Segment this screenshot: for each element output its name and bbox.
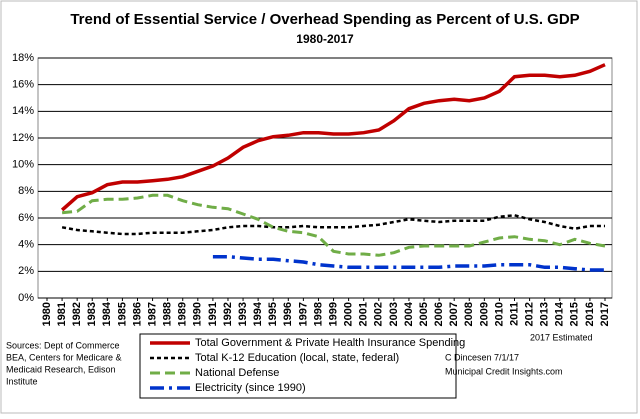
y-tick-label: 16% — [12, 79, 34, 91]
x-tick-label: 2013 — [539, 302, 551, 326]
chart-title: Trend of Essential Service / Overhead Sp… — [70, 11, 579, 28]
series-line — [212, 254, 605, 272]
x-tick-label: 1983 — [86, 302, 98, 326]
legend-label: Total Government & Private Health Insura… — [195, 337, 465, 349]
source-line: Medicaid Research, Edison — [6, 364, 116, 374]
x-tick-label: 2017 — [599, 302, 611, 326]
x-tick-label: 1987 — [146, 302, 158, 326]
x-tick-label: 1989 — [177, 302, 189, 326]
x-tick-label: 2006 — [433, 302, 445, 326]
x-tick-label: 1998 — [312, 302, 324, 326]
x-tick-label: 2015 — [569, 302, 581, 326]
x-tick-label: 2008 — [463, 302, 475, 326]
x-tick-label: 1991 — [207, 302, 219, 326]
legend-label: Total K-12 Education (local, state, fede… — [195, 352, 399, 364]
y-tick-label: 12% — [12, 132, 34, 144]
x-tick-label: 1999 — [327, 302, 339, 326]
x-tick-label: 1995 — [267, 302, 279, 326]
source-line: Sources: Dept of Commerce — [6, 340, 120, 350]
y-tick-label: 8% — [18, 185, 34, 197]
x-tick-label: 1981 — [56, 302, 68, 326]
x-tick-label: 1985 — [116, 302, 128, 326]
x-tick-label: 1988 — [162, 302, 174, 326]
y-tick-label: 6% — [18, 212, 34, 224]
x-tick-label: 1980 — [41, 302, 53, 326]
x-tick-label: 1982 — [71, 302, 83, 326]
x-tick-label: 1986 — [131, 302, 143, 326]
x-tick-label: 1992 — [222, 302, 234, 326]
x-tick-label: 2001 — [358, 302, 370, 326]
x-tick-label: 2012 — [524, 302, 536, 326]
legend-box — [139, 333, 457, 399]
x-tick-label: 1993 — [237, 302, 249, 326]
x-tick-label: 1996 — [282, 302, 294, 326]
series-line — [61, 193, 606, 257]
credit: C Dincesen 7/1/17 — [445, 352, 519, 362]
series-line — [60, 63, 606, 212]
note: 2017 Estimated — [530, 332, 593, 342]
x-tick-label: 2002 — [373, 302, 385, 326]
legend-label: Electricity (since 1990) — [195, 382, 306, 394]
source-line: Institute — [6, 376, 38, 386]
x-tick-label: 2005 — [418, 302, 430, 326]
y-tick-label: 2% — [18, 265, 34, 277]
x-tick-label: 1984 — [101, 301, 113, 326]
y-tick-label: 4% — [18, 239, 34, 251]
x-tick-label: 2010 — [493, 302, 505, 326]
x-tick-label: 2016 — [584, 302, 596, 326]
x-tick-label: 2014 — [554, 301, 566, 326]
x-tick-label: 2004 — [403, 301, 415, 326]
x-tick-label: 2007 — [448, 302, 460, 326]
x-tick-label: 1990 — [192, 302, 204, 326]
x-tick-label: 1994 — [252, 301, 264, 326]
x-tick-label: 2009 — [478, 302, 490, 326]
plot-area — [37, 57, 613, 299]
y-tick-label: 0% — [18, 292, 34, 304]
x-tick-label: 2011 — [508, 302, 520, 326]
legend-label: National Defense — [195, 367, 279, 379]
y-tick-label: 14% — [12, 105, 34, 117]
credit: Municipal Credit Insights.com — [445, 366, 563, 376]
x-tick-label: 2003 — [388, 302, 400, 326]
x-tick-label: 1997 — [297, 302, 309, 326]
y-tick-label: 18% — [12, 52, 34, 64]
chart-subtitle: 1980-2017 — [296, 32, 354, 46]
source-line: BEA, Centers for Medicare & — [6, 352, 122, 362]
x-tick-label: 2000 — [343, 302, 355, 326]
y-tick-label: 10% — [12, 159, 34, 171]
